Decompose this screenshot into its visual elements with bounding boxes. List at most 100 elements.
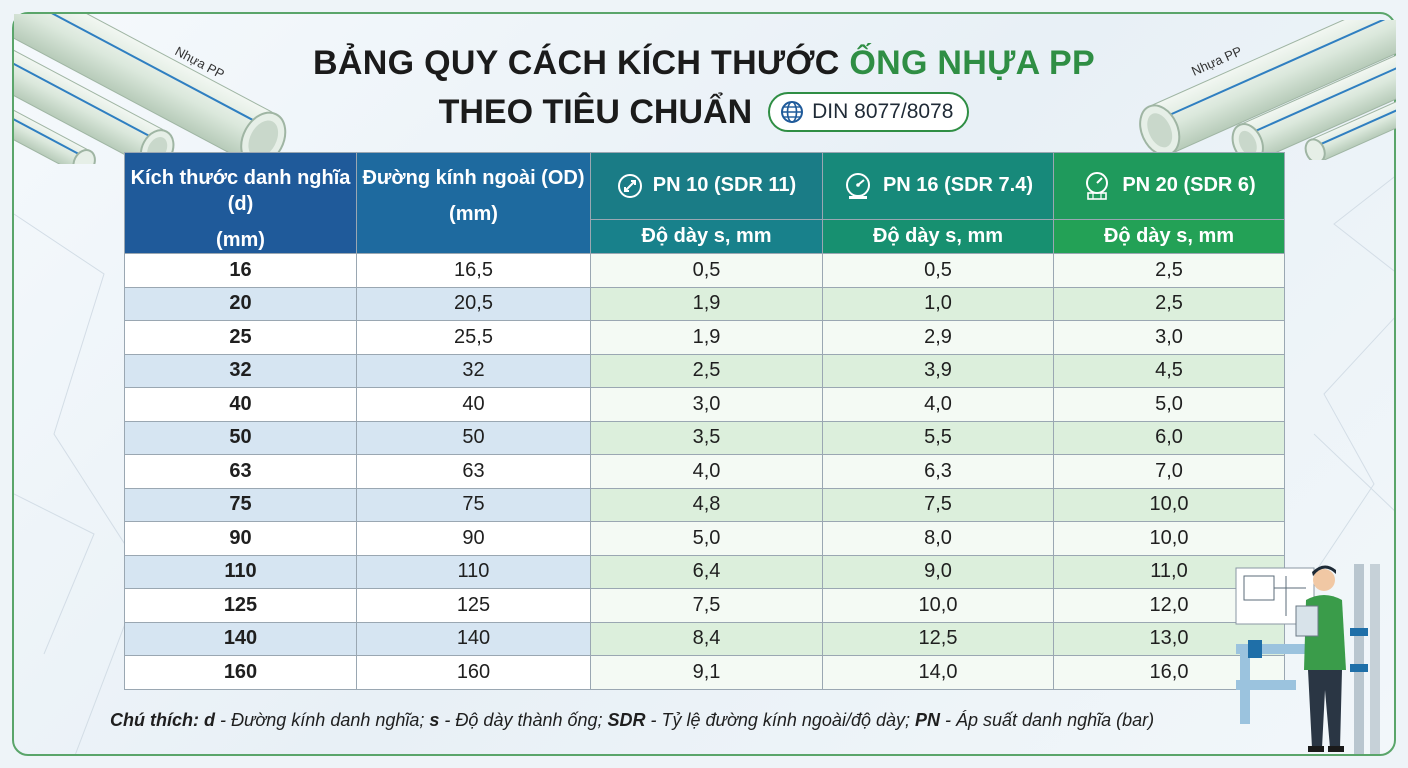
header-pn20: PN 20 (SDR 6): [1053, 152, 1285, 220]
cell-pn20: 5,0: [1053, 387, 1285, 422]
cell-nominal: 16: [124, 253, 357, 288]
standard-badge: DIN 8077/8078: [768, 92, 970, 132]
note-pn-text: - Áp suất danh nghĩa (bar): [940, 710, 1155, 730]
header-pn16-label: PN 16 (SDR 7.4): [882, 174, 1034, 197]
cell-pn20: 2,5: [1053, 286, 1285, 321]
cell-nominal: 75: [124, 487, 357, 522]
cell-pn20: 10,0: [1053, 487, 1285, 522]
header-outer: Đường kính ngoài (OD) (mm): [356, 152, 591, 254]
cell-pn16: 4,0: [822, 387, 1054, 422]
cell-pn16: 8,0: [822, 521, 1054, 556]
cell-outer: 160: [356, 655, 591, 690]
cell-pn10: 4,8: [590, 487, 823, 522]
note-pn-key: PN: [914, 710, 940, 730]
note-d-key: d: [203, 710, 215, 730]
note-d-text: - Đường kính danh nghĩa;: [214, 710, 430, 730]
cell-outer: 50: [356, 420, 591, 455]
header-thickness-pn10: Độ dày s, mm: [590, 218, 823, 255]
cell-nominal: 140: [124, 621, 357, 656]
cell-pn10: 7,5: [590, 588, 823, 623]
globe-icon: [781, 101, 804, 123]
spec-table: Kích thước danh nghĩa (d) (mm) Đường kín…: [124, 152, 1285, 690]
cell-pn10: 3,0: [590, 387, 823, 422]
pressure-gauge-icon: [845, 172, 870, 199]
cell-pn16: 3,9: [822, 353, 1054, 388]
cell-nominal: 110: [124, 554, 357, 589]
header-outer-label: Đường kính ngoài (OD): [362, 167, 585, 189]
table-row: 125 125 7,5 10,0 12,0: [124, 588, 1285, 623]
title-prefix: BẢNG QUY CÁCH KÍCH THƯỚC: [313, 44, 850, 82]
table-row: 20 20,5 1,9 1,0 2,5: [124, 286, 1285, 321]
pipes-left-illustration: Nhựa PP: [14, 14, 287, 164]
table-row: 75 75 4,8 7,5 10,0: [124, 487, 1285, 522]
table-row: 16 16,5 0,5 0,5 2,5: [124, 253, 1285, 288]
cell-pn10: 8,4: [590, 621, 823, 656]
cell-outer: 90: [356, 521, 591, 556]
cell-outer: 40: [356, 387, 591, 422]
cell-pn16: 0,5: [822, 253, 1054, 288]
cell-outer: 110: [356, 554, 591, 589]
cell-pn16: 5,5: [822, 420, 1054, 455]
cell-outer: 16,5: [356, 253, 591, 288]
cell-outer: 63: [356, 454, 591, 489]
cell-outer: 75: [356, 487, 591, 522]
page-title: BẢNG QUY CÁCH KÍCH THƯỚC ỐNG NHỰA PP: [0, 44, 1408, 83]
cell-nominal: 50: [124, 420, 357, 455]
cell-nominal: 20: [124, 286, 357, 321]
page-subtitle: THEO TIÊU CHUẨN DIN 8077/8078: [0, 92, 1408, 132]
background-lines: [14, 176, 1394, 754]
cell-nominal: 32: [124, 353, 357, 388]
table-row: 63 63 4,0 6,3 7,0: [124, 454, 1285, 489]
diameter-icon: [617, 173, 642, 198]
cell-pn10: 0,5: [590, 253, 823, 288]
cell-pn16: 10,0: [822, 588, 1054, 623]
cell-pn20: 3,0: [1053, 320, 1285, 355]
table-row: 40 40 3,0 4,0 5,0: [124, 387, 1285, 422]
header-pn16: PN 16 (SDR 7.4): [822, 152, 1054, 220]
note-sdr-text: - Tỷ lệ đường kính ngoài/độ dày;: [645, 710, 915, 730]
header-thickness-pn20: Độ dày s, mm: [1053, 218, 1285, 255]
cell-pn16: 9,0: [822, 554, 1054, 589]
subtitle-text: THEO TIÊU CHUẨN: [438, 92, 753, 131]
cell-pn16: 7,5: [822, 487, 1054, 522]
header-nominal-label: Kích thước danh nghĩa (d): [130, 167, 351, 215]
cell-outer: 25,5: [356, 320, 591, 355]
cell-pn16: 1,0: [822, 286, 1054, 321]
cell-pn16: 14,0: [822, 655, 1054, 690]
note-sdr-key: SDR: [607, 710, 646, 730]
table-row: 50 50 3,5 5,5 6,0: [124, 420, 1285, 455]
cell-pn16: 6,3: [822, 454, 1054, 489]
cell-nominal: 90: [124, 521, 357, 556]
cell-pn16: 2,9: [822, 320, 1054, 355]
table-row: 160 160 9,1 14,0 16,0: [124, 655, 1285, 690]
cell-pn20: 2,5: [1053, 253, 1285, 288]
cell-nominal: 25: [124, 320, 357, 355]
note-s-text: - Độ dày thành ống;: [439, 710, 608, 730]
note-prefix: Chú thích:: [110, 710, 204, 730]
cell-pn10: 1,9: [590, 320, 823, 355]
cell-pn20: 4,5: [1053, 353, 1285, 388]
cell-pn10: 6,4: [590, 554, 823, 589]
table-row: 32 32 2,5 3,9 4,5: [124, 353, 1285, 388]
cell-pn20: 10,0: [1053, 521, 1285, 556]
cell-pn10: 3,5: [590, 420, 823, 455]
table-row: 140 140 8,4 12,5 13,0: [124, 621, 1285, 656]
header-outer-unit: (mm): [449, 203, 498, 225]
cell-pn10: 4,0: [590, 454, 823, 489]
pipes-right-illustration: Nhựa PP: [1139, 20, 1396, 160]
header-pn10-label: PN 10 (SDR 11): [652, 174, 797, 197]
cell-pn10: 9,1: [590, 655, 823, 690]
header-pn10: PN 10 (SDR 11): [590, 152, 823, 220]
cell-pn10: 2,5: [590, 353, 823, 388]
cell-nominal: 125: [124, 588, 357, 623]
cell-outer: 140: [356, 621, 591, 656]
title-highlight: ỐNG NHỰA PP: [849, 44, 1095, 82]
pressure-meter-icon: [1086, 171, 1109, 200]
table-row: 90 90 5,0 8,0 10,0: [124, 521, 1285, 556]
footnote: Chú thích: d - Đường kính danh nghĩa; s …: [110, 710, 1270, 731]
cell-outer: 20,5: [356, 286, 591, 321]
standard-text: DIN 8077/8078: [812, 100, 954, 123]
engineer-illustration: [1235, 564, 1380, 754]
header-nominal: Kích thước danh nghĩa (d) (mm): [124, 152, 357, 254]
cell-pn20: 7,0: [1053, 454, 1285, 489]
